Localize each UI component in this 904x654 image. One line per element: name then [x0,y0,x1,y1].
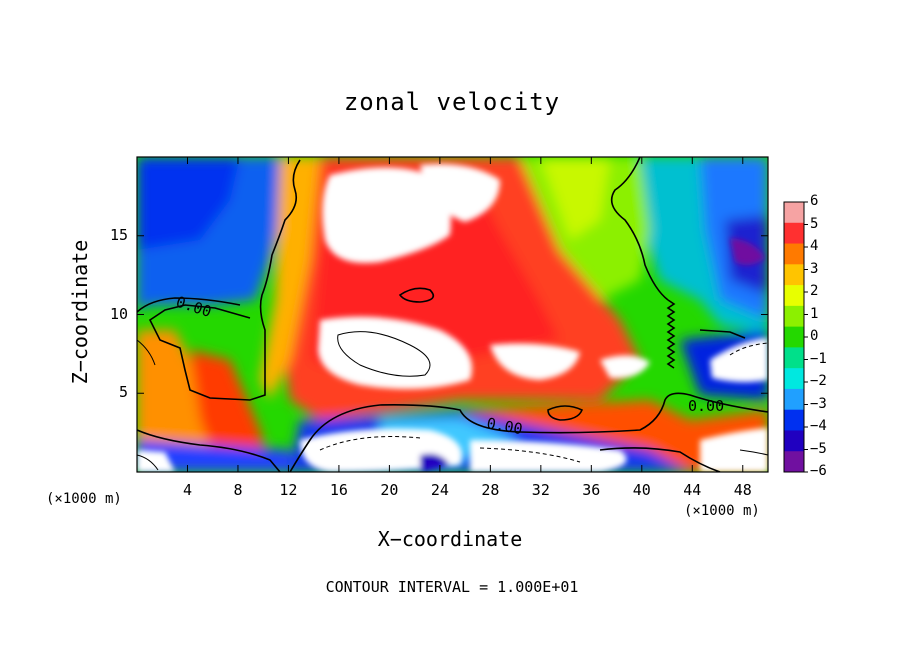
contour-lines [137,157,768,472]
colorbar-frame [783,201,805,473]
colorbar-swatch [784,243,804,265]
colorbar-tick-label: 6 [810,193,819,209]
colorbar-tick-label: −1 [810,350,827,367]
x-tick-label: 4 [182,481,192,499]
colorbar-swatch [784,451,804,473]
x-unit-left: (×1000 m) [46,491,122,507]
contour-label-3: 0.00 [688,397,724,415]
contour-label-2: 0.00 [485,414,524,438]
colorbar-swatch [784,305,804,328]
x-tick-label: 40 [632,481,651,499]
y-axis-label: Z−coordinate [68,239,92,385]
colorbar [784,201,808,473]
x-tick-label: 28 [481,481,500,499]
x-tick-label: 12 [279,481,298,499]
colorbar-swatch [784,388,804,411]
x-tick-label: 16 [329,481,348,499]
colorbar-tick-label: −6 [810,463,827,479]
y-tick-label: 10 [109,304,128,323]
colorbar-swatch [784,430,804,452]
chart-title: zonal velocity [343,88,561,116]
colorbar-tick-label: 5 [810,215,819,232]
colorbar-swatch [784,222,804,245]
heatmap-field [137,157,768,472]
colorbar-tick-label: 0 [810,328,819,344]
contour-interval-note: CONTOUR INTERVAL = 1.000E+01 [325,578,579,596]
x-tick-label: 8 [233,481,243,499]
colorbar-tick-label: 2 [810,283,819,299]
x-unit-right: (×1000 m) [684,503,760,519]
colorbar-swatch [784,264,804,286]
y-tick-label: 15 [109,225,128,244]
x-tick-label: 36 [582,481,601,499]
contour-lines-secondary [137,331,768,471]
colorbar-tick-label: −3 [810,395,827,412]
x-tick-label: 32 [531,481,550,499]
colorbar-swatch [784,347,804,369]
colorbar-swatch [784,285,804,307]
colorbar-tick-label: −2 [810,373,827,389]
colorbar-tick-label: −4 [810,418,827,434]
colorbar-swatch [784,326,804,348]
x-tick-label: 48 [733,481,752,499]
colorbar-swatch [784,409,804,431]
colorbar-swatch [784,368,804,390]
colorbar-tick-label: 3 [810,260,819,277]
colorbar-tick-label: −5 [810,440,827,457]
colorbar-tick-label: 4 [810,238,819,254]
x-axis-label: X−coordinate [377,527,523,551]
y-tick-label: 5 [118,383,128,402]
x-tick-label: 24 [430,481,449,499]
x-tick-label: 20 [380,481,399,499]
x-tick-label: 44 [683,481,702,499]
colorbar-tick-label: 1 [810,305,819,322]
colorbar-swatch [784,202,804,224]
